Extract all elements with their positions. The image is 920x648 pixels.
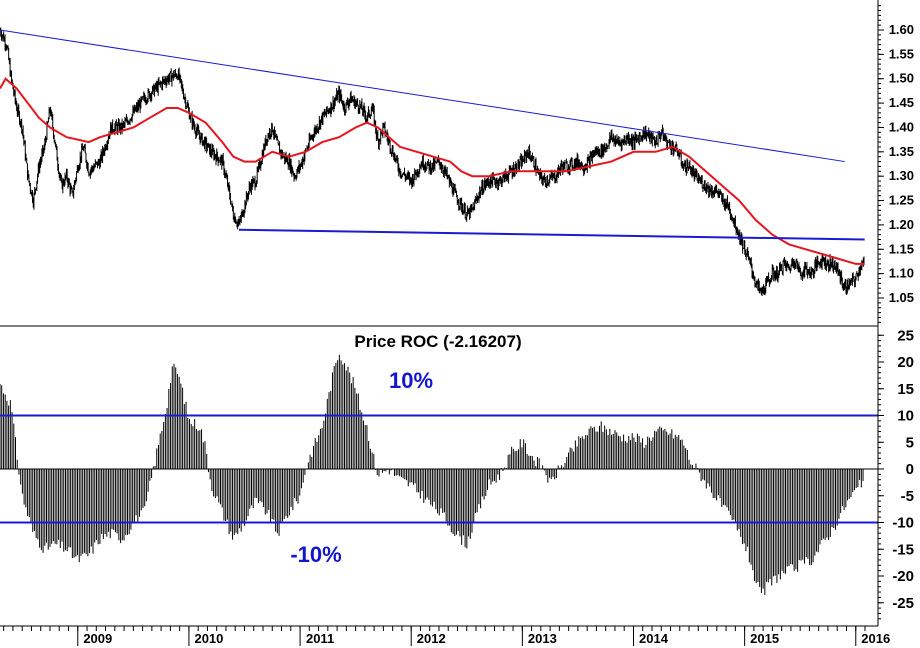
year-tick-label: 2015 — [750, 631, 779, 646]
year-tick-label: 2012 — [417, 631, 446, 646]
price-tick-label: 1.60 — [889, 22, 914, 37]
roc-tick-label: 25 — [897, 327, 914, 344]
price-tick-label: 1.10 — [889, 266, 914, 281]
price-tick-label: 1.35 — [889, 144, 914, 159]
roc-tick-label: -25 — [892, 595, 914, 612]
roc-tick-label: -5 — [901, 488, 914, 505]
price-tick-label: 1.40 — [889, 119, 914, 134]
annotation-minus-10: -10% — [290, 542, 341, 567]
price-tick-label: 1.15 — [889, 241, 914, 256]
price-tick-label: 1.50 — [889, 71, 914, 86]
upper-trendline — [0, 29, 845, 163]
moving-average-line — [0, 77, 865, 265]
roc-tick-label: 20 — [897, 354, 914, 371]
price-tick-label: 1.55 — [889, 46, 914, 61]
price-tick-label: 1.30 — [889, 168, 914, 183]
price-tick-label: 1.25 — [889, 193, 914, 208]
roc-tick-label: -20 — [892, 568, 914, 585]
year-tick-label: 2016 — [861, 631, 890, 646]
roc-tick-label: 5 — [906, 434, 914, 451]
price-tick-label: 1.20 — [889, 217, 914, 232]
year-tick-label: 2010 — [194, 631, 223, 646]
price-bars — [0, 27, 865, 296]
price-panel — [0, 27, 865, 296]
roc-tick-label: 10 — [897, 408, 914, 425]
support-trendline — [238, 228, 865, 241]
year-tick-label: 2011 — [306, 631, 334, 646]
roc-tick-label: -10 — [892, 515, 914, 532]
roc-tick-label: 15 — [897, 381, 914, 398]
roc-tick-label: 0 — [906, 461, 914, 478]
indicator-title: Price ROC (-2.16207) — [354, 332, 521, 351]
year-tick-label: 2014 — [639, 631, 669, 646]
price-tick-label: 1.05 — [889, 290, 914, 305]
roc-tick-label: -15 — [892, 541, 914, 558]
price-tick-label: 1.45 — [889, 95, 914, 110]
annotation-plus-10: 10% — [389, 368, 433, 393]
year-tick-label: 2013 — [528, 631, 557, 646]
roc-panel: Price ROC (-2.16207) 10% -10% — [0, 332, 878, 596]
year-tick-label: 2009 — [83, 631, 112, 646]
